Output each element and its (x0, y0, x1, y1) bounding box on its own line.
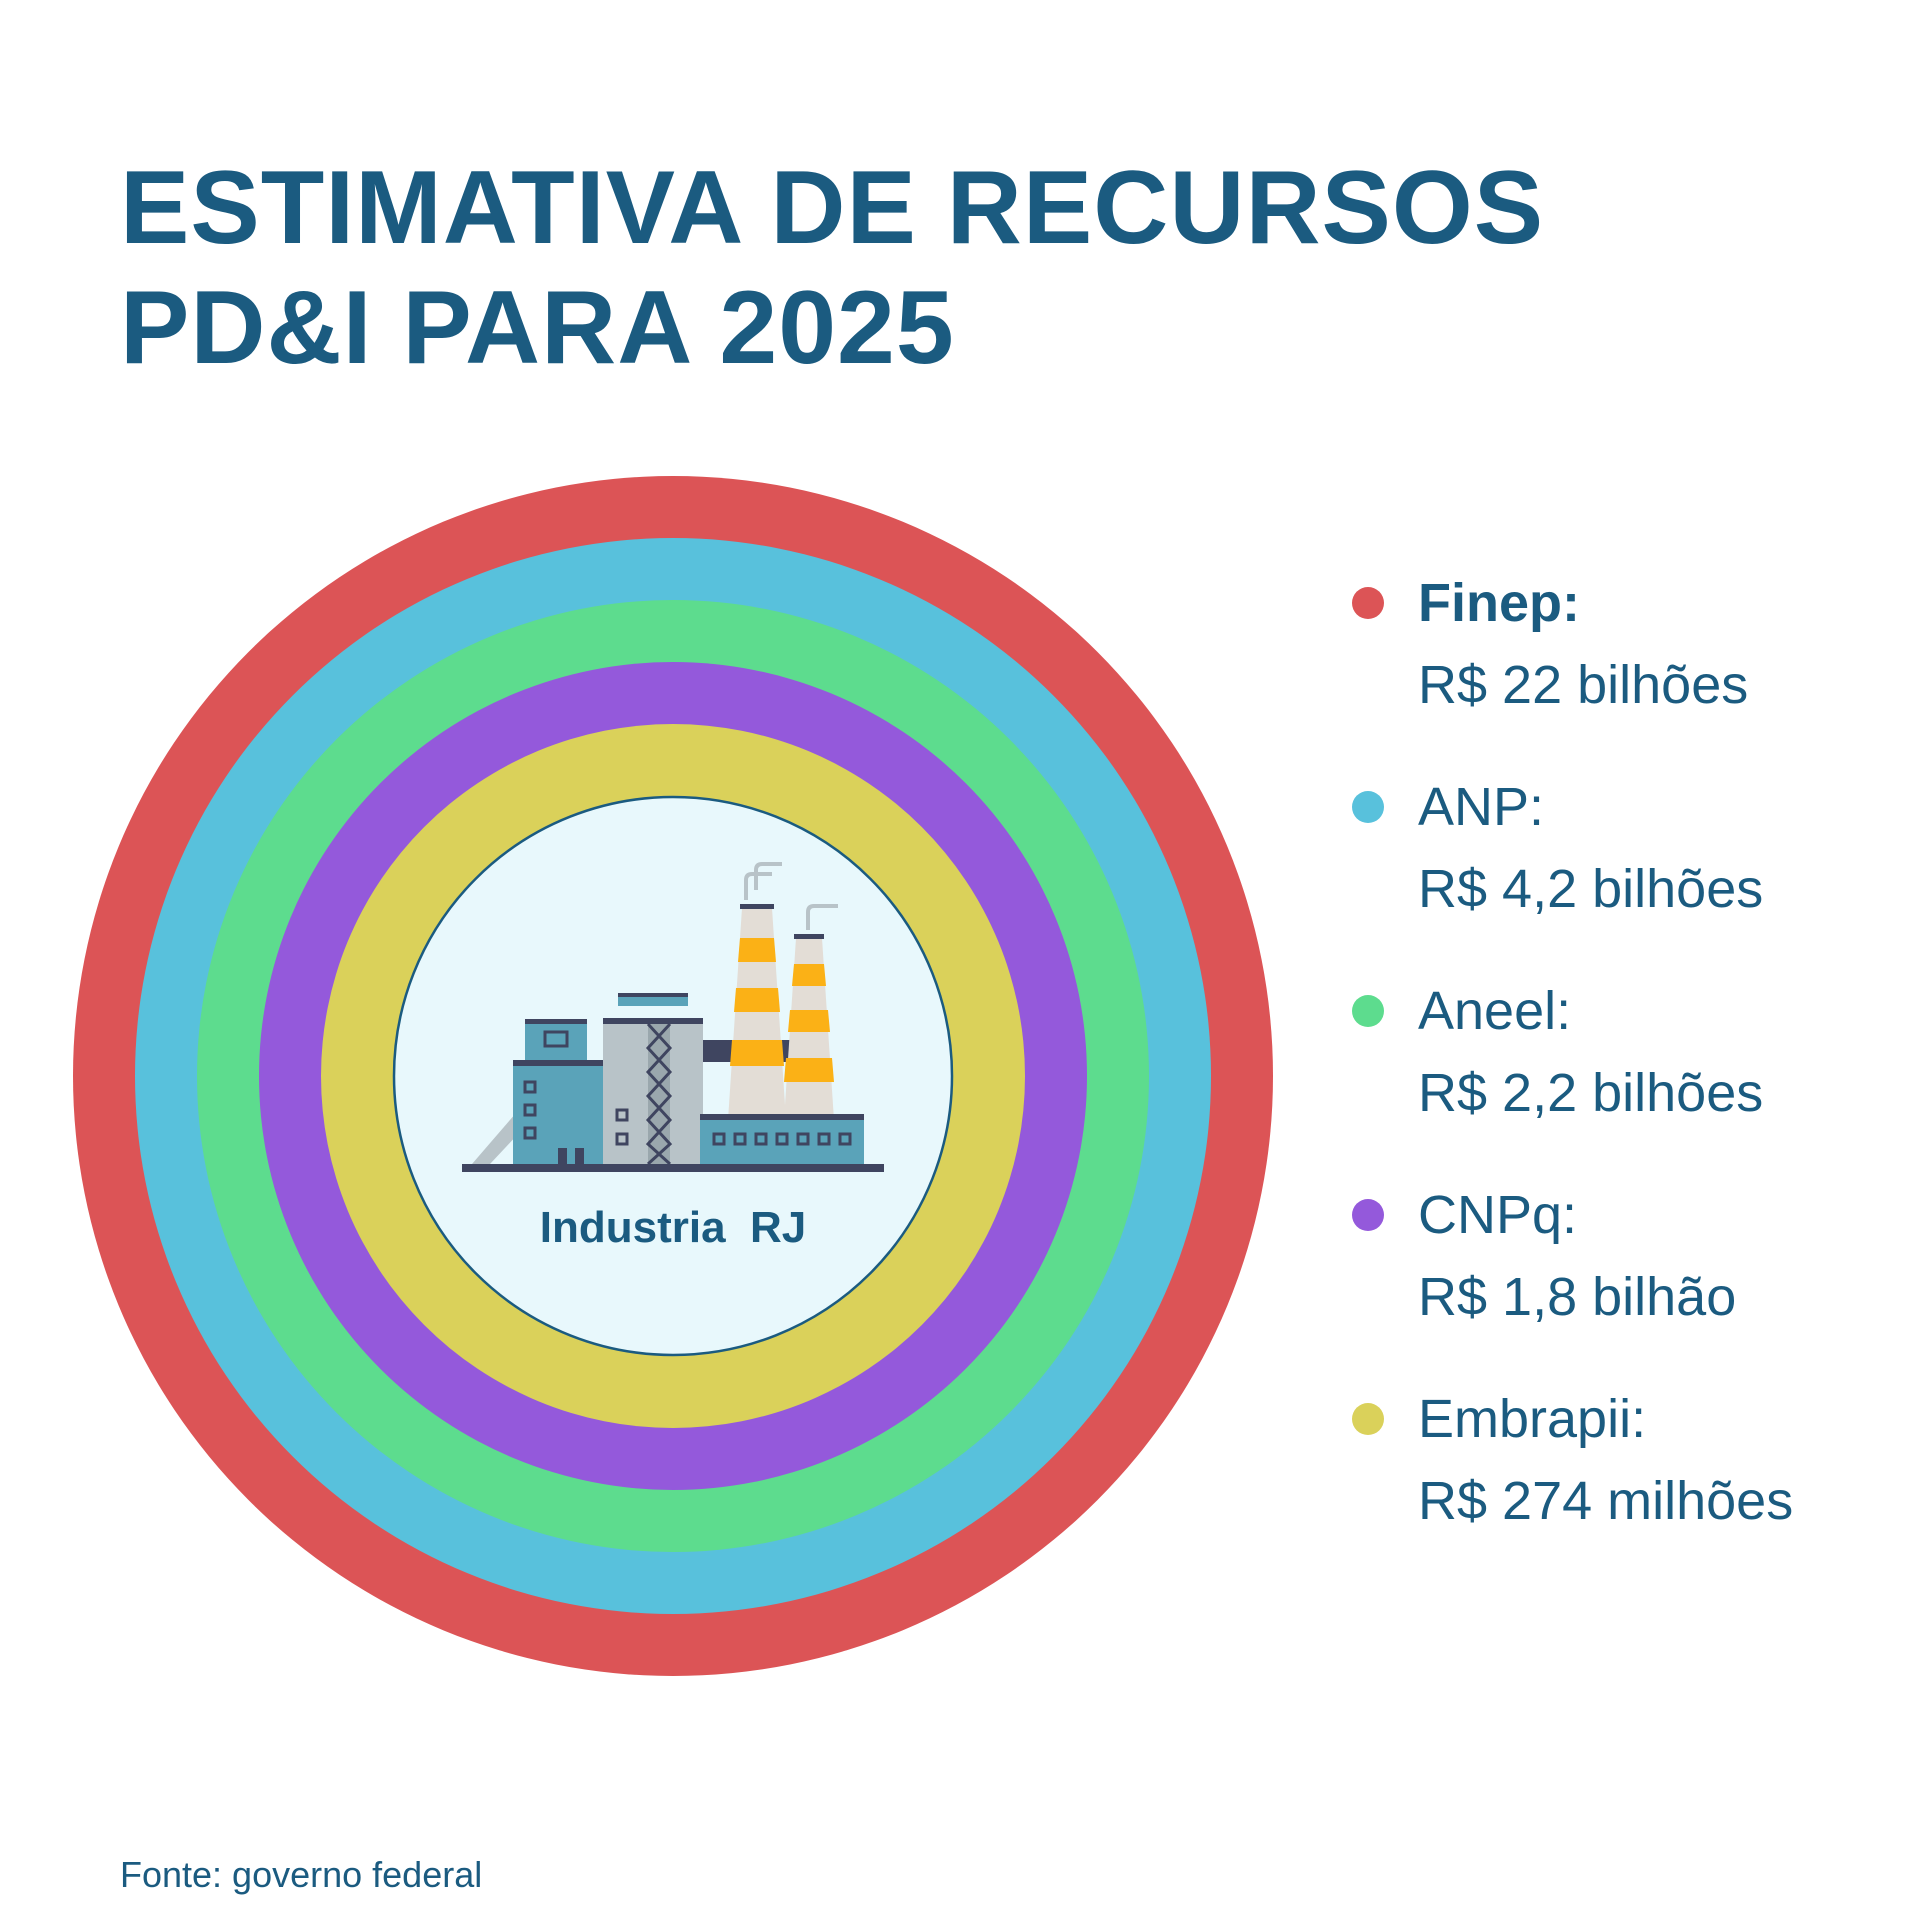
legend-dot-icon (1352, 1199, 1384, 1231)
legend-dot-icon (1352, 995, 1384, 1027)
legend-label: Embrapii: (1418, 1389, 1647, 1449)
legend-label: CNPq: (1418, 1185, 1578, 1245)
chart-title-line-1: ESTIMATIVA DE RECURSOS (120, 150, 1545, 266)
legend-value: R$ 2,2 bilhões (1418, 1063, 1764, 1123)
legend-value: R$ 4,2 bilhões (1418, 859, 1764, 919)
legend-dot-icon (1352, 1403, 1384, 1435)
legend-label: ANP: (1418, 777, 1545, 837)
legend-dot-icon (1352, 587, 1384, 619)
center-label: Industria RJ (540, 1203, 807, 1252)
legend-dot-icon (1352, 791, 1384, 823)
chart-title: ESTIMATIVA DE RECURSOS PD&I PARA 2025 (120, 148, 1544, 388)
legend-label: Aneel: (1418, 981, 1572, 1041)
source-note: Fonte: governo federal (120, 1854, 483, 1895)
legend-value: R$ 274 milhões (1418, 1471, 1794, 1531)
factory-icon (462, 862, 884, 1172)
legend-value: R$ 1,8 bilhão (1418, 1267, 1737, 1327)
legend-value: R$ 22 bilhões (1418, 655, 1749, 715)
legend-label: Finep: (1418, 573, 1580, 633)
chart-title-line-2: PD&I PARA 2025 (120, 270, 955, 386)
